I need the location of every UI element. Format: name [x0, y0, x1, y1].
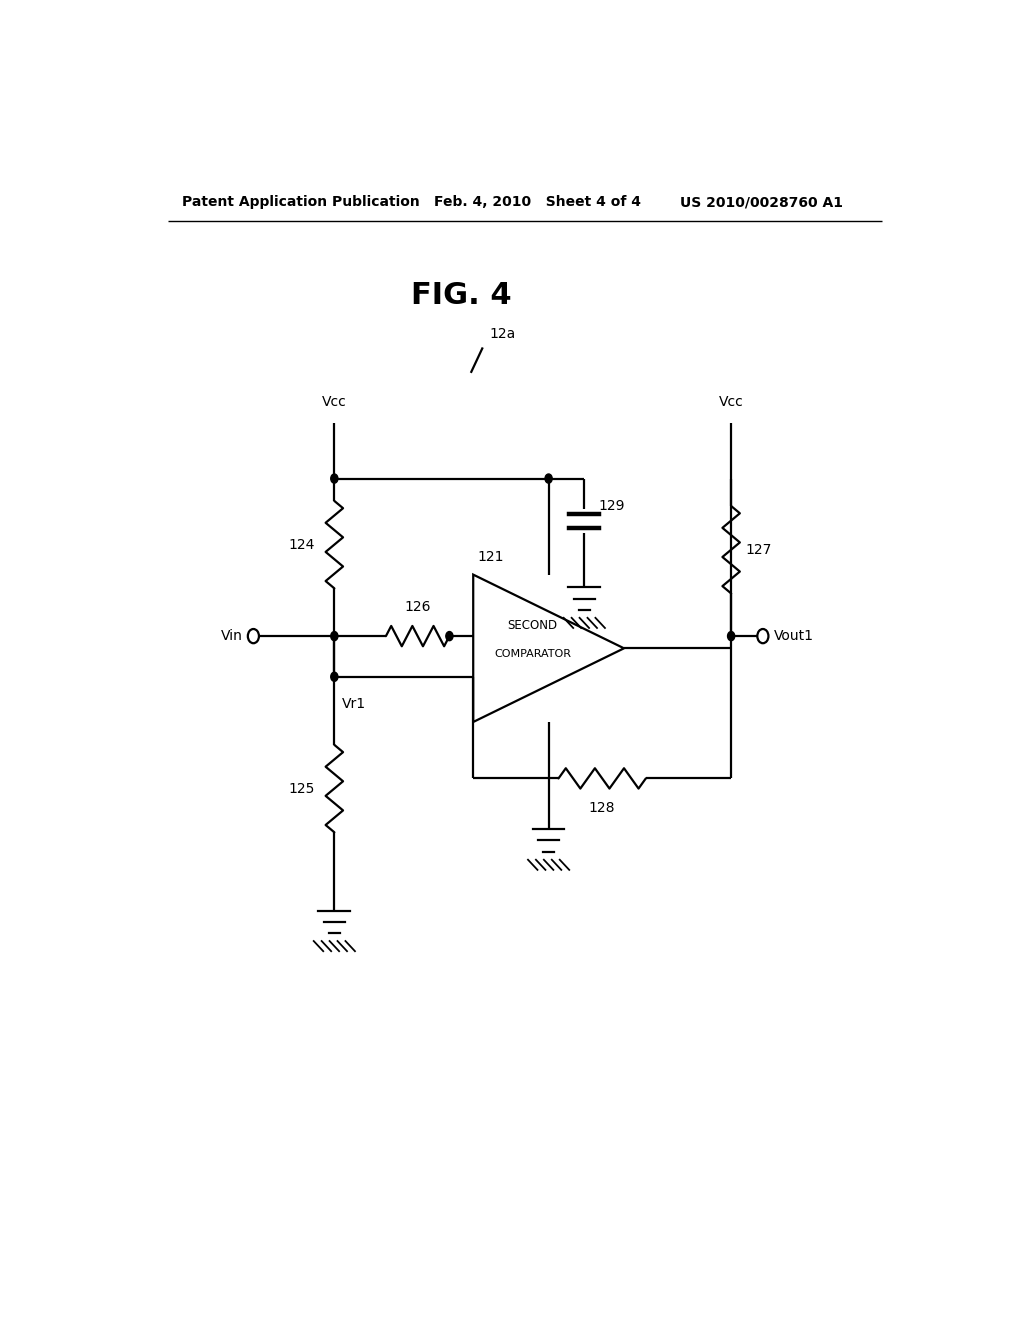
Circle shape: [331, 631, 338, 640]
Text: US 2010/0028760 A1: US 2010/0028760 A1: [680, 195, 843, 209]
Text: FIG. 4: FIG. 4: [411, 281, 512, 310]
Circle shape: [545, 474, 552, 483]
Text: Vout1: Vout1: [774, 630, 814, 643]
Text: 12a: 12a: [489, 327, 515, 342]
Text: Vcc: Vcc: [322, 396, 347, 409]
Circle shape: [728, 631, 734, 640]
Circle shape: [445, 631, 453, 640]
Text: 125: 125: [288, 781, 314, 796]
Text: 124: 124: [288, 537, 314, 552]
Text: 129: 129: [599, 499, 625, 513]
Circle shape: [331, 672, 338, 681]
Text: COMPARATOR: COMPARATOR: [495, 649, 571, 660]
Text: 121: 121: [477, 550, 504, 565]
Circle shape: [331, 474, 338, 483]
Text: 127: 127: [745, 543, 772, 557]
Text: Vin: Vin: [221, 630, 243, 643]
Text: 126: 126: [404, 599, 431, 614]
Text: Vcc: Vcc: [719, 396, 743, 409]
Text: Vr1: Vr1: [342, 697, 367, 711]
Text: 128: 128: [589, 801, 615, 814]
Text: Patent Application Publication: Patent Application Publication: [182, 195, 420, 209]
Text: SECOND: SECOND: [508, 619, 558, 632]
Text: Feb. 4, 2010   Sheet 4 of 4: Feb. 4, 2010 Sheet 4 of 4: [433, 195, 641, 209]
